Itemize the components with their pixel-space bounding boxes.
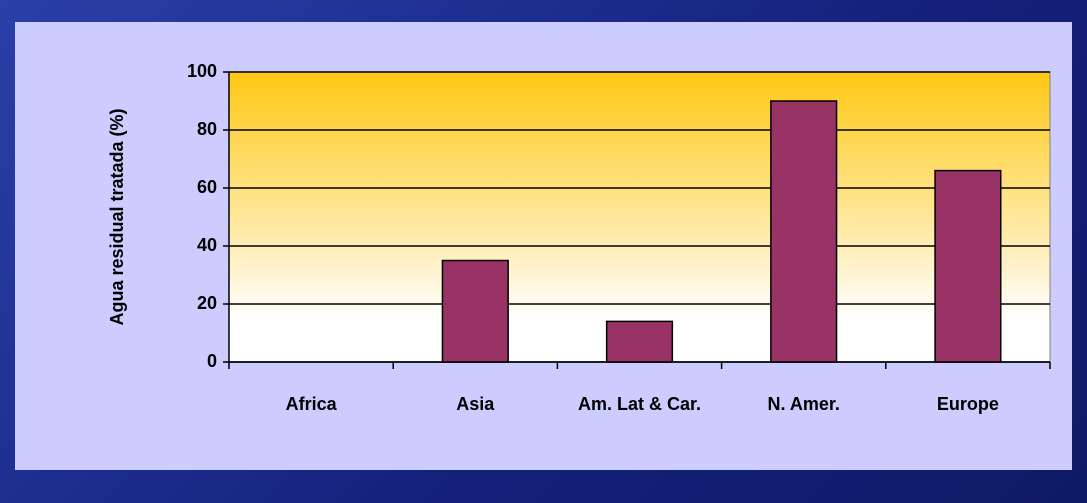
bar	[770, 100, 838, 363]
y-tick-label: 100	[187, 61, 217, 81]
plot-area	[228, 71, 1051, 363]
y-tick-label: 60	[197, 177, 217, 197]
y-tick-label: 20	[197, 293, 217, 313]
x-tick-label: Europe	[936, 394, 999, 414]
bar	[605, 320, 674, 363]
bar	[934, 169, 1002, 363]
x-tick-label: N. Amer.	[767, 394, 840, 414]
x-tick-label: Africa	[285, 394, 337, 414]
bar	[441, 259, 509, 363]
x-tick-label: Asia	[456, 394, 495, 414]
y-tick-label: 40	[197, 235, 217, 255]
x-tick-label: Am. Lat & Car.	[577, 394, 702, 414]
y-tick-label: 80	[197, 119, 217, 139]
y-axis-title: Agua residual tratada (%)	[107, 108, 127, 325]
y-tick-label: 0	[207, 351, 217, 371]
